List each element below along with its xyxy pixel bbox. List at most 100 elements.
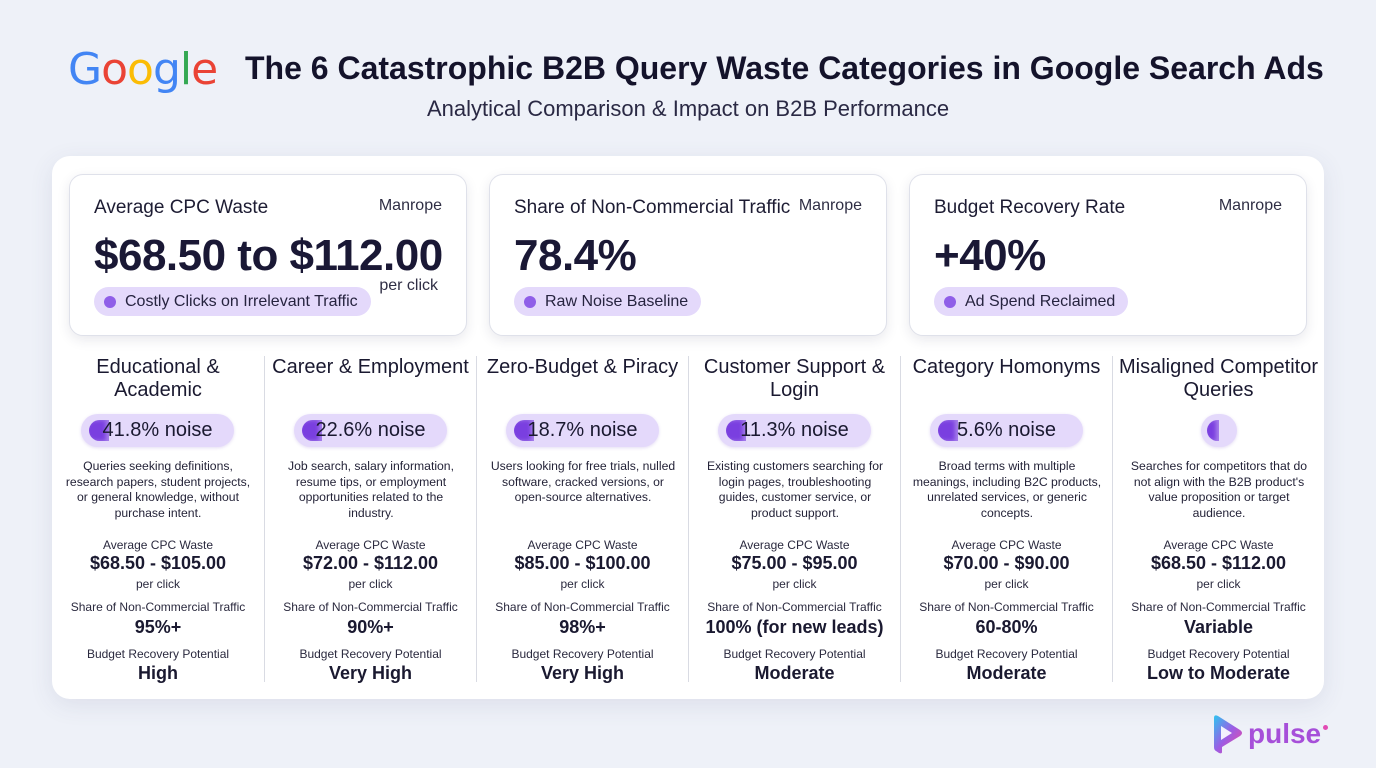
kpi-title: Share of Non-Commercial Traffic: [514, 197, 791, 218]
recovery-label: Budget Recovery Potential: [299, 647, 442, 661]
recovery-label: Budget Recovery Potential: [511, 647, 654, 661]
kpi-badge-label: Raw Noise Baseline: [545, 292, 689, 310]
category-column-support: Customer Support & Login 11.3% noise Exi…: [688, 356, 900, 683]
cpc-value: $68.50 - $105.00: [89, 553, 227, 573]
google-logo: Google: [68, 44, 218, 95]
recovery-value: Low to Moderate: [1147, 663, 1290, 683]
pulse-play-icon: [1214, 715, 1242, 754]
cpc-label: Average CPC Waste: [1163, 538, 1274, 552]
share-value: 95%+: [134, 617, 182, 637]
category-column-piracy: Zero-Budget & Piracy 18.7% noise Users l…: [476, 356, 688, 683]
category-column-homonyms: Category Homonyms 5.6% noise Broad terms…: [900, 356, 1112, 683]
noise-badge: [1201, 414, 1237, 447]
recovery-value: High: [138, 663, 178, 683]
cpc-label: Average CPC Waste: [527, 538, 638, 552]
recovery-label: Budget Recovery Potential: [1147, 647, 1290, 661]
kpi-font-note: Manrope: [378, 197, 442, 214]
noise-label: 11.3% noise: [740, 419, 849, 441]
noise-label: 5.6% noise: [957, 419, 1056, 441]
page-title: The 6 Catastrophic B2B Query Waste Categ…: [245, 50, 1324, 86]
cpc-label: Average CPC Waste: [951, 538, 1062, 552]
category-title: Customer Support & Login: [703, 356, 886, 401]
cpc-value: $75.00 - $95.00: [731, 553, 858, 573]
recovery-value: Very High: [328, 663, 413, 683]
kpi-card-non-commercial-share: Share of Non-Commercial Traffic Manrope …: [489, 174, 887, 336]
kpi-value: +40%: [934, 231, 1046, 280]
noise-half-circle-icon: [89, 420, 109, 441]
noise-label: 22.6% noise: [315, 419, 426, 441]
share-label: Share of Non-Commercial Traffic: [495, 600, 670, 614]
noise-half-circle-icon: [938, 420, 958, 441]
share-value: 100% (for new leads): [705, 617, 884, 637]
category-column-competitor: Misaligned Competitor Queries Searches f…: [1112, 356, 1324, 683]
kpi-badge-label: Costly Clicks on Irrelevant Traffic: [125, 292, 358, 310]
kpi-font-note: Manrope: [798, 197, 862, 214]
kpi-value: $68.50 to $112.00: [94, 231, 443, 280]
cpc-value: $68.50 - $112.00: [1150, 553, 1287, 573]
per-click-label: per click: [984, 577, 1029, 591]
noise-badge: 5.6% noise: [930, 414, 1083, 447]
cpc-label: Average CPC Waste: [102, 538, 214, 552]
pulse-dot-icon: [1323, 724, 1329, 730]
noise-half-circle-icon: [1207, 420, 1219, 441]
category-description: Job search, salary information, resume t…: [288, 459, 454, 520]
kpi-title: Budget Recovery Rate: [934, 197, 1126, 218]
kpi-value: 78.4%: [514, 231, 637, 280]
logo-letter: g: [152, 44, 181, 95]
category-description: Users looking for free trials, nulled so…: [490, 459, 676, 504]
header: Google The 6 Catastrophic B2B Query Wast…: [0, 0, 1376, 150]
page-subtitle: Analytical Comparison & Impact on B2B Pe…: [426, 96, 950, 121]
category-description: Queries seeking definitions, research pa…: [65, 459, 251, 520]
share-value: Variable: [1183, 617, 1254, 637]
kpi-unit: per click: [379, 277, 438, 294]
kpi-font-note: Manrope: [1218, 197, 1282, 214]
category-title: Category Homonyms: [912, 356, 1101, 378]
noise-badge: 18.7% noise: [506, 414, 659, 447]
cpc-value: $70.00 - $90.00: [943, 553, 1070, 573]
category-title: Educational & Academic: [96, 356, 220, 401]
share-value: 60-80%: [975, 617, 1038, 637]
pulse-logo: pulse: [1210, 714, 1329, 754]
pulse-wordmark: pulse: [1248, 718, 1322, 749]
cpc-label: Average CPC Waste: [315, 538, 426, 552]
noise-badge: 22.6% noise: [294, 414, 447, 447]
per-click-label: per click: [772, 577, 817, 591]
badge-dot-icon: [944, 295, 956, 308]
recovery-label: Budget Recovery Potential: [723, 647, 866, 661]
noise-badge: 11.3% noise: [718, 414, 871, 447]
noise-half-circle-icon: [514, 420, 534, 441]
share-label: Share of Non-Commercial Traffic: [1131, 600, 1306, 614]
per-click-label: per click: [135, 577, 180, 591]
logo-letter: o: [127, 44, 154, 95]
kpi-badge: Raw Noise Baseline: [514, 287, 702, 316]
recovery-value: Very High: [540, 663, 625, 683]
recovery-label: Budget Recovery Potential: [86, 647, 230, 661]
category-description: Searches for competitors that do not ali…: [1130, 459, 1308, 520]
noise-half-circle-icon: [726, 420, 746, 441]
kpi-badge: Ad Spend Reclaimed: [934, 287, 1129, 316]
per-click-label: per click: [348, 577, 393, 591]
recovery-value: Moderate: [966, 663, 1047, 683]
recovery-label: Budget Recovery Potential: [935, 647, 1078, 661]
logo-letter: l: [179, 44, 192, 95]
kpi-badge: Costly Clicks on Irrelevant Traffic: [94, 287, 371, 316]
cpc-label: Average CPC Waste: [739, 538, 850, 552]
per-click-label: per click: [1196, 577, 1241, 591]
logo-letter: e: [191, 44, 218, 95]
logo-letter: G: [68, 44, 102, 95]
share-value: 98%+: [559, 617, 606, 637]
badge-dot-icon: [104, 295, 116, 308]
kpi-title: Average CPC Waste: [94, 197, 269, 218]
share-value: 90%+: [347, 617, 394, 637]
share-label: Share of Non-Commercial Traffic: [919, 600, 1094, 614]
cpc-value: $85.00 - $100.00: [514, 553, 651, 573]
share-label: Share of Non-Commercial Traffic: [707, 600, 882, 614]
recovery-value: Moderate: [754, 663, 835, 683]
noise-half-circle-icon: [302, 420, 322, 441]
logo-letter: o: [101, 44, 128, 95]
category-description: Existing customers searching for login p…: [706, 459, 884, 520]
kpi-card-budget-recovery: Budget Recovery Rate Manrope +40% Ad Spe…: [909, 174, 1307, 336]
share-label: Share of Non-Commercial Traffic: [70, 600, 246, 614]
share-label: Share of Non-Commercial Traffic: [283, 600, 458, 614]
category-description: Broad terms with multiple meanings, incl…: [912, 459, 1102, 520]
